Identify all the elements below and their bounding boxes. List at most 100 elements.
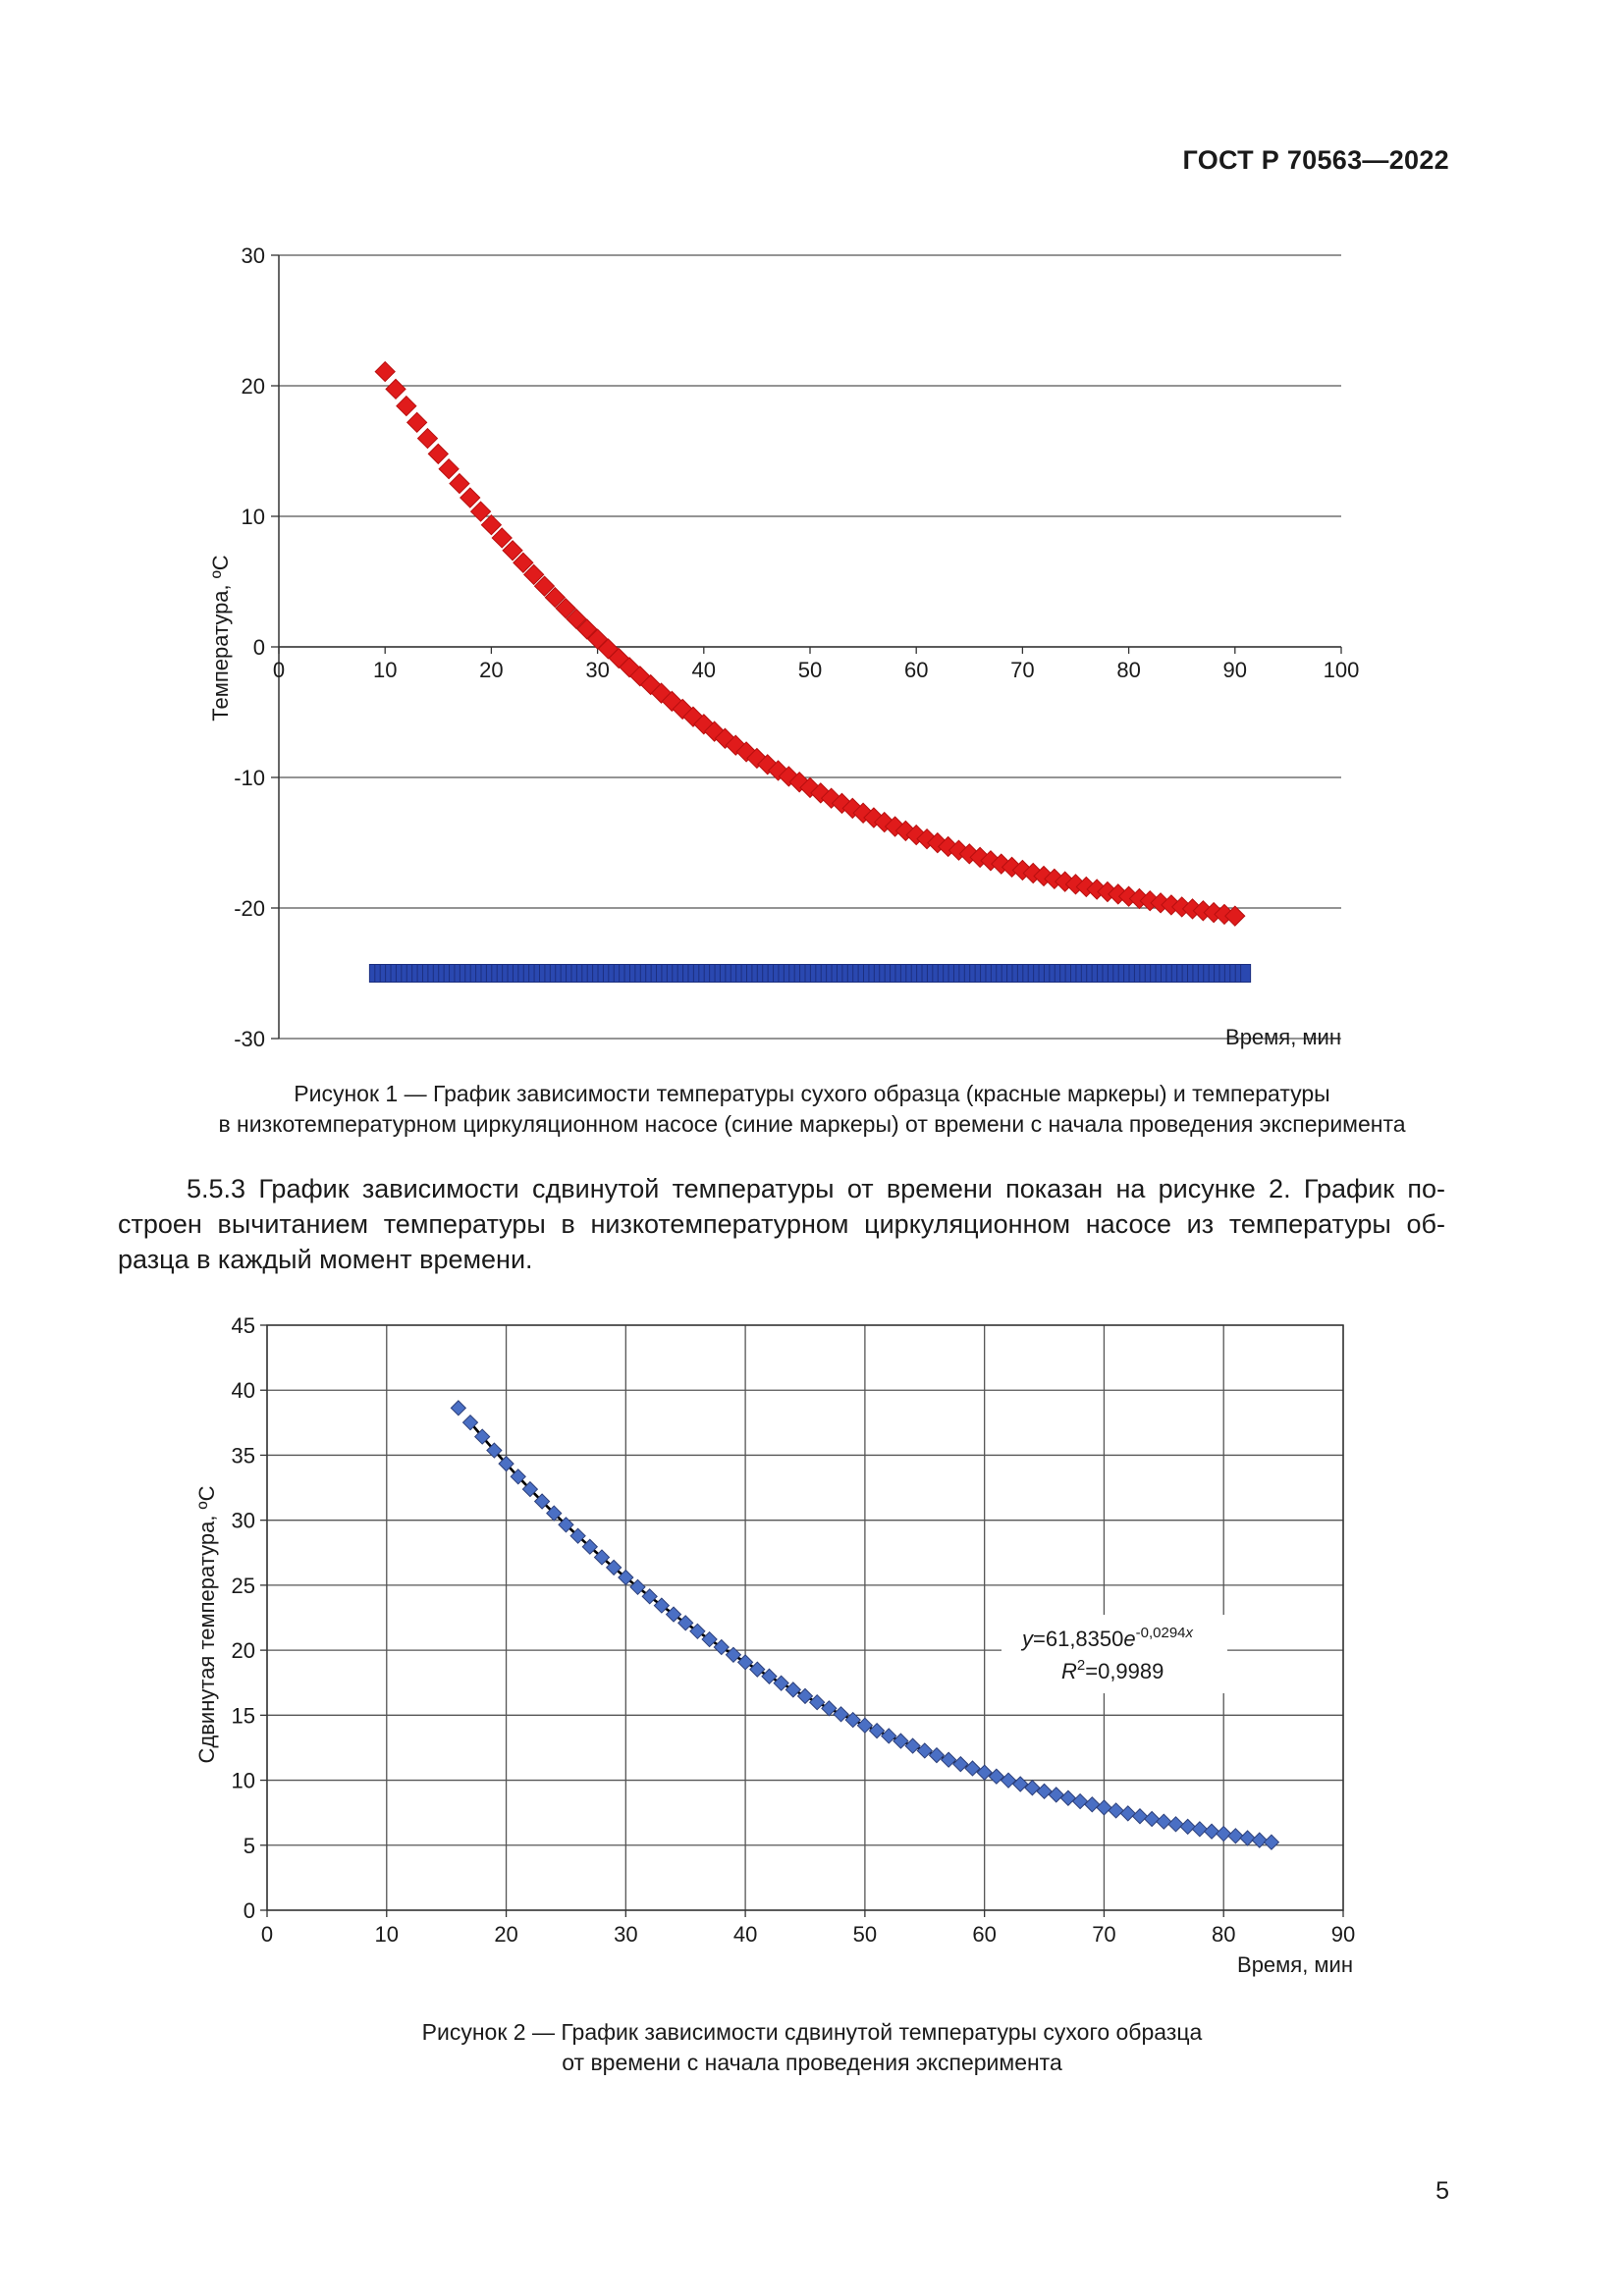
y-tick-label: 30	[232, 1509, 255, 1533]
equation-e: e	[1123, 1627, 1135, 1651]
shifted-temperature-marker	[689, 1623, 706, 1640]
shifted-temperature-marker	[1216, 1825, 1232, 1842]
shifted-temperature-marker	[701, 1630, 718, 1648]
y-tick-label: 20	[242, 374, 265, 399]
shifted-temperature-marker	[940, 1751, 957, 1768]
shifted-temperature-marker	[904, 1737, 921, 1754]
shifted-temperature-marker	[988, 1768, 1005, 1785]
equation-y-var: y	[1020, 1627, 1035, 1651]
sample-temperature-marker	[555, 597, 576, 619]
shifted-temperature-marker	[665, 1606, 682, 1623]
figure-1-x-axis-label: Время, мин	[1225, 1025, 1341, 1049]
shifted-temperature-marker	[558, 1517, 574, 1533]
x-tick-label: 80	[1212, 1922, 1235, 1947]
sample-temperature-marker	[576, 618, 598, 640]
figure-1-caption: Рисунок 1 — График зависимости температу…	[0, 1079, 1624, 1140]
shifted-temperature-marker	[498, 1455, 514, 1472]
y-tick-label: 0	[253, 635, 265, 660]
x-tick-label: 30	[614, 1922, 637, 1947]
x-tick-label: 80	[1116, 658, 1140, 682]
shifted-temperature-marker	[1059, 1789, 1077, 1806]
sample-temperature-marker	[1224, 905, 1246, 927]
shifted-temperature-marker	[1000, 1772, 1017, 1789]
sample-temperature-marker	[502, 540, 523, 561]
page-number: 5	[1435, 2177, 1449, 2205]
shifted-temperature-marker	[486, 1442, 503, 1459]
shifted-temperature-marker	[893, 1733, 909, 1749]
shifted-temperature-marker	[952, 1755, 969, 1773]
y-tick-label: 45	[232, 1313, 255, 1338]
y-tick-label: 10	[232, 1769, 255, 1793]
y-tick-label: 0	[244, 1898, 255, 1923]
shifted-temperature-marker	[1084, 1796, 1101, 1813]
x-tick-label: 20	[479, 658, 503, 682]
x-tick-label: 50	[853, 1922, 877, 1947]
figure-2-y-axis-label: Сдвинутая температура, ºС	[194, 1485, 219, 1763]
x-tick-label: 100	[1324, 658, 1360, 682]
shifted-temperature-marker	[450, 1400, 467, 1416]
sample-temperature-marker	[480, 513, 503, 536]
y-tick-label: 10	[242, 505, 265, 529]
x-tick-label: 30	[585, 658, 609, 682]
sample-temperature-marker	[522, 563, 545, 586]
figure-1-y-axis-label: Температура, ºС	[208, 555, 233, 721]
figure-2-caption-line-2: от времени с начала проведения экспериме…	[562, 2050, 1062, 2075]
shifted-temperature-marker	[473, 1428, 491, 1445]
shifted-temperature-marker	[1191, 1821, 1209, 1838]
y-tick-label: 30	[242, 243, 265, 268]
shifted-temperature-marker	[796, 1687, 814, 1705]
sample-temperature-marker	[460, 487, 481, 508]
figure-1-caption-line-2: в низкотемпературном циркуляционном насо…	[218, 1111, 1406, 1137]
shifted-temperature-marker	[593, 1549, 611, 1566]
shifted-temperature-marker	[964, 1760, 981, 1777]
shifted-temperature-marker	[533, 1493, 551, 1510]
paragraph-line-2: строен вычитанием температуры в низкотем…	[118, 1209, 1445, 1239]
x-tick-label: 60	[972, 1922, 996, 1947]
y-tick-label: 5	[244, 1834, 255, 1858]
shifted-temperature-marker	[1096, 1799, 1112, 1816]
r-squared-r: R	[1061, 1659, 1077, 1683]
shifted-temperature-marker	[605, 1559, 623, 1576]
shifted-temperature-marker	[1251, 1832, 1268, 1848]
r-squared-sup: 2	[1077, 1657, 1085, 1674]
shifted-temperature-marker	[749, 1661, 766, 1678]
shifted-temperature-marker	[773, 1675, 789, 1691]
sample-temperature-marker	[385, 378, 406, 400]
x-tick-label: 10	[375, 1922, 399, 1947]
shifted-temperature-marker	[1227, 1828, 1244, 1844]
sample-temperature-marker	[533, 575, 556, 597]
sample-temperature-marker	[374, 360, 396, 383]
x-tick-label: 90	[1223, 658, 1247, 682]
figure-1-caption-line-1: Рисунок 1 — График зависимости температу…	[294, 1081, 1330, 1106]
y-tick-label: 20	[232, 1638, 255, 1663]
shifted-temperature-marker	[1143, 1810, 1161, 1828]
shifted-temperature-marker	[569, 1527, 586, 1544]
trendline-equation-label: y=61,8350e-0,0294x R2=0,9989	[1001, 1615, 1227, 1693]
shifted-temperature-marker	[521, 1480, 539, 1498]
y-tick-label: 25	[232, 1574, 255, 1598]
paragraph-line-1: 5.5.3 График зависимости сдвинутой темпе…	[187, 1174, 1445, 1203]
y-tick-label: -20	[234, 896, 265, 921]
shifted-temperature-marker	[1119, 1805, 1137, 1822]
shifted-temperature-marker	[1179, 1818, 1196, 1836]
sample-temperature-marker	[396, 395, 417, 417]
shifted-temperature-marker	[785, 1682, 802, 1698]
y-tick-label: -30	[234, 1027, 265, 1051]
x-tick-label: 60	[904, 658, 928, 682]
figure-2-caption-line-1: Рисунок 2 — График зависимости сдвинутой…	[421, 2019, 1203, 2045]
sample-temperature-marker	[449, 472, 470, 495]
shifted-temperature-marker	[844, 1711, 861, 1729]
shifted-temperature-marker	[725, 1646, 742, 1664]
equation-exponent-x: x	[1185, 1625, 1194, 1641]
shifted-temperature-marker	[1108, 1802, 1124, 1819]
x-tick-label: 0	[261, 1922, 273, 1947]
shifted-temperature-marker	[1071, 1792, 1089, 1810]
shifted-temperature-marker	[1011, 1776, 1029, 1792]
x-tick-label: 0	[273, 658, 285, 682]
shifted-temperature-marker	[1203, 1823, 1220, 1840]
shifted-temperature-marker	[1131, 1808, 1149, 1825]
svg-text:y=61,8350e-0,0294x: y=61,8350e-0,0294x	[1020, 1625, 1194, 1651]
plot-frame	[266, 1324, 1344, 1911]
